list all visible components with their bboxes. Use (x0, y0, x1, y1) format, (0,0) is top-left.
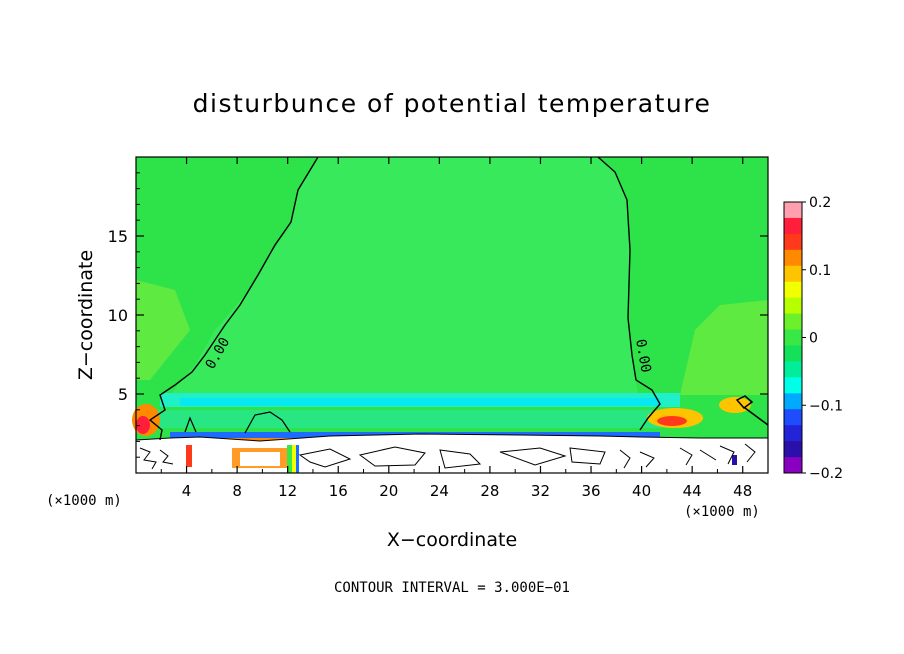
y-tick-label: 10 (108, 306, 128, 325)
x-tick-label: 12 (278, 482, 297, 500)
heatmap-field (132, 157, 769, 474)
colorbar-swatch (784, 249, 802, 267)
x-tick-label: 48 (733, 482, 752, 500)
cold-layer-core (180, 398, 660, 406)
colorbar-swatch (784, 377, 802, 394)
colorbar-swatch (784, 361, 802, 378)
x-tick-label: 44 (683, 482, 702, 500)
colorbar-swatch (784, 297, 802, 315)
x-tick-label: 24 (430, 482, 449, 500)
x-axis-ticks: 4 8 12 16 20 24 28 32 36 40 44 48 (160, 157, 752, 500)
warm-patch-left-core (136, 416, 150, 434)
terrain-blue (296, 445, 299, 473)
terrain-green (287, 445, 292, 473)
colorbar-swatch (784, 313, 802, 331)
colorbar: 0.2 0.1 0 −0.1 −0.2 (783, 195, 843, 482)
terrain-yellow (292, 445, 296, 473)
x-tick-label: 32 (531, 482, 550, 500)
x-tick-label: 16 (329, 482, 348, 500)
x-unit-left: (×1000 m) (46, 493, 122, 509)
colorbar-swatch (784, 409, 802, 426)
terrain-red (186, 445, 192, 467)
colorbar-tick-label: 0 (809, 331, 818, 347)
colorbar-swatch (784, 329, 802, 346)
colorbar-swatch (784, 441, 802, 458)
contour-bump-small (184, 416, 197, 433)
side-band-right (680, 300, 768, 395)
y-axis-label: Z−coordinate (75, 250, 97, 380)
contour-interval: CONTOUR INTERVAL = 3.000E−01 (334, 580, 570, 596)
warm-patch-right-core (657, 416, 687, 426)
chart-title: disturbunce of potential temperature (193, 89, 712, 118)
y-axis-ticks: 5 10 15 (108, 172, 768, 458)
colorbar-swatch (784, 233, 802, 251)
colorbar-tick-label: 0.2 (809, 195, 831, 211)
x-axis-label: X−coordinate (387, 529, 517, 551)
colorbar-swatch (784, 457, 802, 474)
y-tick-label: 5 (118, 385, 128, 404)
colorbar-swatch (784, 265, 802, 283)
x-tick-label: 8 (232, 482, 242, 500)
side-band-left (136, 280, 190, 380)
y-tick-label: 15 (108, 227, 128, 246)
colorbar-swatch (784, 425, 802, 442)
colorbar-swatch (784, 281, 802, 299)
colorbar-tick-label: −0.1 (809, 398, 843, 414)
x-tick-label: 20 (379, 482, 398, 500)
colorbar-tick-label: 0.1 (809, 263, 831, 279)
terrain-contours (139, 443, 756, 470)
contour-bump (244, 411, 291, 434)
x-tick-label: 36 (581, 482, 600, 500)
plume-region (170, 157, 640, 405)
terrain-violet (732, 455, 737, 465)
colorbar-swatch (784, 393, 802, 410)
contour-right-loop (735, 395, 769, 426)
x-unit-right: (×1000 m) (684, 504, 760, 520)
x-tick-label: 40 (632, 482, 651, 500)
colorbar-tick-label: −0.2 (809, 466, 843, 482)
x-tick-label: 28 (480, 482, 499, 500)
contour-label-right: 0.00 (632, 338, 654, 374)
cold-layer-low (150, 410, 690, 428)
colorbar-swatch (784, 217, 802, 235)
terrain-white (240, 452, 280, 466)
x-tick-label: 4 (182, 482, 192, 500)
colorbar-swatch (784, 345, 802, 362)
colorbar-swatch (784, 202, 802, 219)
zero-contour (148, 156, 661, 441)
warm-patch-far-right (719, 397, 751, 413)
